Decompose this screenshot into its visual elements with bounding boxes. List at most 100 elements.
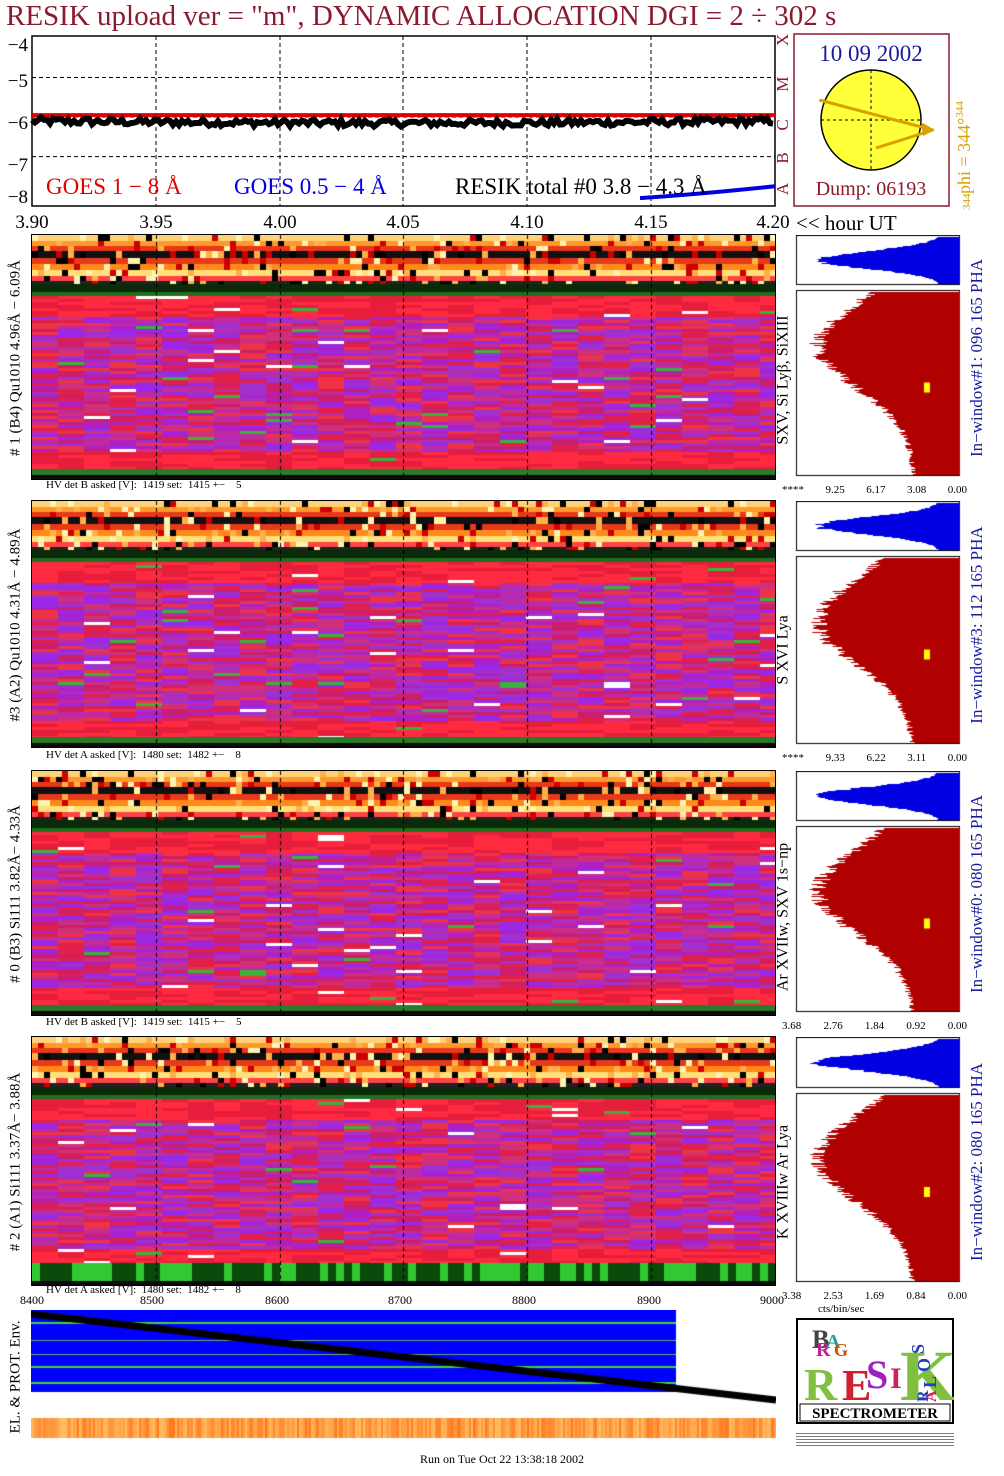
run-timestamp: Run on Tue Oct 22 13:38:18 2002 <box>419 1452 584 1466</box>
logo-letter: L <box>920 1376 940 1388</box>
spectrogram-ch1 <box>31 234 776 480</box>
goes-class-scale: X M C B A <box>774 34 792 195</box>
window-label-ch2: In−window#2: 080 165 PHA <box>963 1036 993 1288</box>
pha-histogram-ch3 <box>793 501 963 747</box>
env-x-tick: 8900 <box>637 1293 661 1307</box>
logo-letter: R <box>915 1390 932 1402</box>
spectrogram-ch0 <box>31 770 776 1016</box>
sun-panel: 10 09 2002 Dump: 06193 phi = 344°344 344 <box>793 33 974 210</box>
svg-text:S XVI Lya: S XVI Lya <box>775 615 792 684</box>
pha-unit-label: cts/bin/sec <box>818 1303 865 1315</box>
svg-text:K XVIIIw Ar Lya: K XVIIIw Ar Lya <box>775 1125 792 1239</box>
light-curve-chart: −4 −5 −6 −7 −8 GOES 1 − 8 Å GOES 0.5 − 4… <box>8 35 790 233</box>
svg-text:Ar XVIIw, SXV 1s−np: Ar XVIIw, SXV 1s−np <box>775 843 792 991</box>
logo-letter: E <box>842 1361 871 1410</box>
window-label-ch1: In−window#1: 096 165 PHA <box>963 234 993 482</box>
light-curve-y-ticks: −4 −5 −6 −7 −8 <box>8 35 29 208</box>
svg-text:#3 (A2) Qu1010 4.31Å − 4.89Å: #3 (A2) Qu1010 4.31Å − 4.89Å <box>7 528 23 721</box>
hv-status-ch1: HV det B asked [V]: 1419 set: 1415 +− 5 <box>46 479 242 491</box>
env-x-tick: 8600 <box>265 1293 289 1307</box>
sun-date: 10 09 2002 <box>819 41 923 66</box>
logo-letter: R <box>804 1359 838 1410</box>
hv-status-ch2: HV det A asked [V]: 1480 set: 1482 +− 8 <box>46 1284 241 1296</box>
y-tick-label: −6 <box>8 113 28 134</box>
env-x-tick: 9000 <box>760 1293 784 1307</box>
logo-letter: S <box>866 1352 888 1397</box>
phi-bottom: 344 <box>961 193 973 210</box>
x-tick-label: 3.95 <box>139 212 172 233</box>
goes-class-letter: C <box>774 119 792 130</box>
legend-goes-short: GOES 0.5 − 4 Å <box>234 174 387 199</box>
window-label-ch0: In−window#0: 080 165 PHA <box>963 770 993 1018</box>
x-tick-label: 4.20 <box>756 212 789 233</box>
logo-letter: O <box>914 1358 934 1372</box>
logo-letter: A <box>826 1331 841 1353</box>
pha-histogram-ch0 <box>793 771 963 1015</box>
logo-letter: I <box>890 1362 902 1395</box>
goes-short-series <box>639 184 776 201</box>
spectrogram-ch3 <box>31 500 776 748</box>
x-tick-label: 4.10 <box>510 212 543 233</box>
legend-resik-total: RESIK total #0 3.8 − 4.3 Å <box>455 174 707 199</box>
goes-class-letter: X <box>774 34 792 46</box>
svg-text:# 1 (B4) Qu1010 4.96Å − 6.09Å: # 1 (B4) Qu1010 4.96Å − 6.09Å <box>7 260 23 456</box>
x-tick-label: 3.90 <box>15 212 48 233</box>
env-label: EL. & PROT. Env. <box>0 1312 32 1442</box>
lines-label-ch3: S XVI Lya <box>775 550 793 750</box>
logo-letter: K <box>900 1336 954 1416</box>
spectrogram-ch2 <box>31 1036 776 1286</box>
x-tick-label: 4.15 <box>634 212 667 233</box>
goes-class-letter: M <box>774 76 792 91</box>
svg-text:# 0 (B3) Si111 3.82Å− 4.33Å: # 0 (B3) Si111 3.82Å− 4.33Å <box>7 805 23 983</box>
resik-total-series <box>30 113 774 132</box>
phi-arrow-icon <box>818 98 935 150</box>
pha-histogram-ch2 <box>793 1037 963 1285</box>
env-x-tick: 8500 <box>140 1293 164 1307</box>
lines-label-ch2: K XVIIIw Ar Lya <box>775 1080 793 1285</box>
logo-letter: A <box>923 1390 940 1402</box>
y-tick-label: −5 <box>8 71 28 92</box>
svg-text:# 2 (A1) Si111 3.37Å− 3.88Å: # 2 (A1) Si111 3.37Å− 3.88Å <box>7 1073 23 1252</box>
pha-ticks-ch1: **** 9.25 6.17 3.08 0.00 <box>782 484 967 496</box>
svg-text:SXV, Si Lyβ, SiXIII: SXV, Si Lyβ, SiXIII <box>775 315 792 444</box>
page-title: RESIK upload ver = "m", DYNAMIC ALLOCATI… <box>6 0 837 32</box>
svg-text:In−window#2: 080 165 PHA: In−window#2: 080 165 PHA <box>967 1062 986 1261</box>
pha-ticks-ch2: 3.38 2.53 1.69 0.84 0.00 <box>782 1290 967 1302</box>
time-unit-label: << hour UT <box>796 211 897 235</box>
pha-ticks-ch3: **** 9.33 6.22 3.11 0.00 <box>782 752 967 764</box>
logo-letter: G <box>834 1340 848 1360</box>
hv-status-ch3: HV det A asked [V]: 1480 set: 1482 +− 8 <box>46 749 241 761</box>
goes-class-letter: A <box>774 182 792 195</box>
env-x-tick: 8400 <box>20 1293 44 1307</box>
pha-ticks-ch0: 3.68 2.76 1.84 0.92 0.00 <box>782 1020 967 1032</box>
env-x-ticks: 8400 8500 8600 8700 8800 8900 9000 <box>20 1293 790 1309</box>
logo-letter: S <box>908 1344 928 1354</box>
channel-label-ch1: # 1 (B4) Qu1010 4.96Å − 6.09Å <box>0 234 32 482</box>
legend-goes-long: GOES 1 − 8 Å <box>46 174 182 199</box>
y-tick-label: −8 <box>8 187 28 208</box>
svg-text:In−window#3: 112 165 PHA: In−window#3: 112 165 PHA <box>967 526 986 724</box>
hv-status-ch0: HV det B asked [V]: 1419 set: 1415 +− 5 <box>46 1016 242 1028</box>
svg-text:EL. & PROT. Env.: EL. & PROT. Env. <box>7 1321 23 1434</box>
logo-caption: SPECTROMETER <box>812 1406 938 1422</box>
logo-fineprint <box>796 1432 954 1446</box>
x-tick-label: 4.05 <box>386 212 419 233</box>
lines-label-ch0: Ar XVIIw, SXV 1s−np <box>775 815 793 1020</box>
logo-letter: B <box>812 1325 829 1354</box>
channel-label-ch3: #3 (A2) Qu1010 4.31Å − 4.89Å <box>0 500 32 750</box>
env-plot <box>31 1310 776 1440</box>
channel-label-ch2: # 2 (A1) Si111 3.37Å− 3.88Å <box>0 1036 32 1288</box>
x-tick-label: 4.00 <box>263 212 296 233</box>
dump-label: Dump: 06193 <box>816 178 927 200</box>
goes-class-letter: B <box>774 152 792 163</box>
channel-label-ch0: # 0 (B3) Si111 3.82Å− 4.33Å <box>0 770 32 1018</box>
env-x-tick: 8800 <box>512 1293 536 1307</box>
y-tick-label: −4 <box>8 35 29 56</box>
logo-letter: R <box>816 1339 831 1361</box>
env-x-tick: 8700 <box>388 1293 412 1307</box>
svg-text:In−window#0: 080 165 PHA: In−window#0: 080 165 PHA <box>967 794 986 993</box>
lines-label-ch1: SXV, Si Lyβ, SiXIII <box>775 280 793 480</box>
pha-histogram-ch1 <box>793 235 963 479</box>
